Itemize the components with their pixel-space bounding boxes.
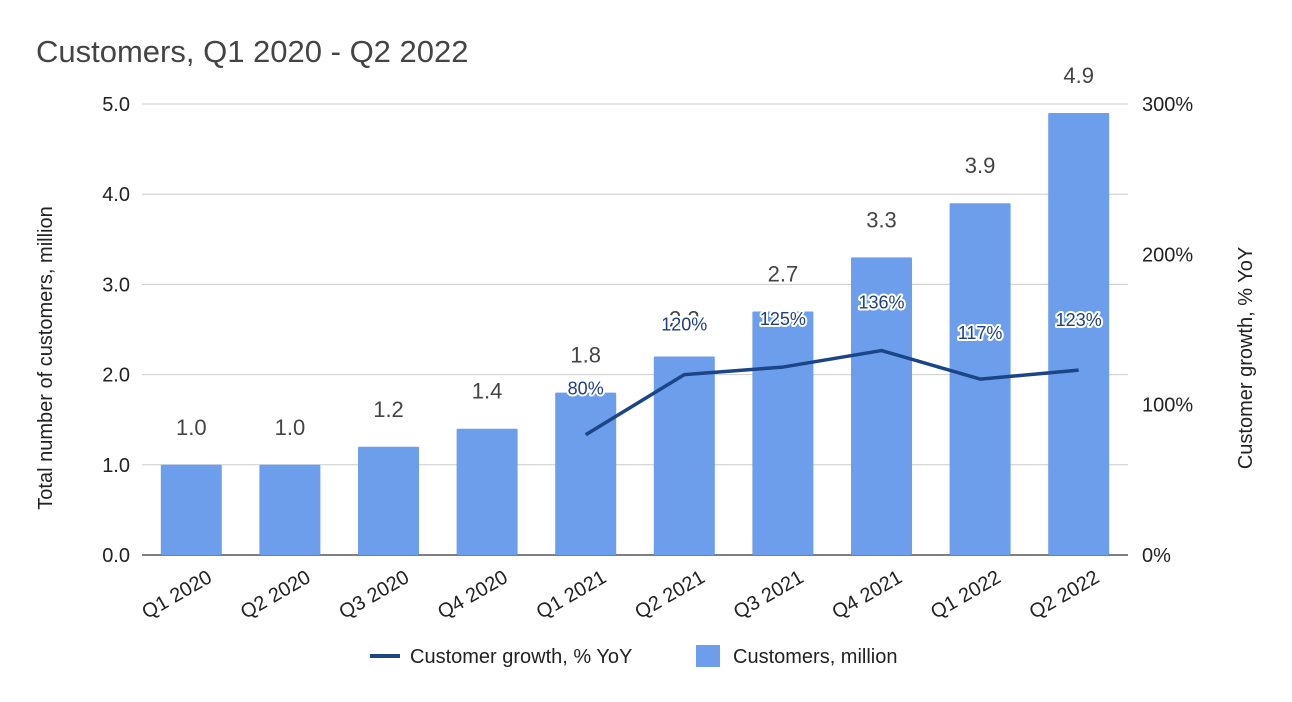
right-tick-label: 200% [1142,244,1193,266]
line-value-label: 136% [858,293,904,313]
line-value-label: 125% [760,309,806,329]
x-tick-label: Q4 2020 [434,566,511,623]
bar [1048,113,1110,556]
x-tick-label: Q1 2020 [138,566,215,623]
left-tick-label: 0.0 [102,545,130,567]
left-tick-label: 5.0 [102,94,130,116]
bar [653,356,715,555]
x-axis-ticks: Q1 2020 Q2 2020 Q3 2020 Q4 2020 Q1 2021 Q2 20… [138,566,1103,623]
x-tick-label: Q2 2022 [1026,566,1103,623]
x-tick-label: Q3 2020 [336,566,413,623]
right-axis-title: Customer growth, % YoY [1235,247,1257,469]
line-value-label: 120% [661,315,707,335]
bar-value-label: 1.0 [275,415,306,440]
left-tick-label: 1.0 [102,455,130,477]
bar [259,464,321,555]
bar-value-label: 2.2 [669,307,700,332]
growth-line [584,348,1079,437]
right-tick-label: 100% [1142,395,1193,417]
bar [358,446,419,555]
legend-label-customers: Customers, million [733,646,897,668]
bar-value-label: 2.7 [768,261,799,286]
bar [752,311,814,555]
left-axis-title: Total number of customers, million [35,206,57,509]
bar-value-label: 3.3 [866,207,897,232]
left-tick-label: 2.0 [102,365,130,387]
line-data-labels: 80% 120% 125% 136% 117% 123% [566,291,1104,401]
bar [555,392,617,555]
x-tick-label: Q1 2022 [927,566,1004,623]
bar-value-label: 1.4 [472,379,503,404]
left-axis-ticks: 0.0 1.0 2.0 3.0 4.0 5.0 [102,94,130,567]
right-tick-label: 300% [1142,94,1193,116]
chart-title: Customers, Q1 2020 - Q2 2022 [36,34,469,69]
left-tick-label: 3.0 [102,274,130,296]
bar-value-label: 1.8 [570,343,601,368]
legend-label-growth: Customer growth, % YoY [410,646,632,668]
x-tick-label: Q1 2021 [533,566,610,623]
bar-data-labels: 1.0 1.0 1.2 1.4 1.8 2.2 2.7 3.3 3.9 4.9 [176,63,1094,440]
x-tick-label: Q3 2021 [730,566,807,623]
bar [851,257,912,555]
x-tick-label: Q2 2020 [237,566,314,623]
bar-value-label: 4.9 [1063,63,1094,88]
line-value-label: 117% [958,323,1003,343]
bar [456,428,518,555]
line-series [584,348,1079,437]
legend: Customer growth, % YoY Customers, million [370,645,897,668]
line-value-label: 80% [568,379,604,399]
right-axis-ticks: 0% 100% 200% 300% [1142,94,1193,567]
bar-value-label: 3.9 [965,153,996,178]
bar [160,464,222,555]
bar-value-label: 1.2 [373,397,404,422]
legend-bar-swatch [696,645,720,667]
line-value-label: 123% [1056,310,1102,330]
bar-value-label: 1.0 [176,415,207,440]
left-tick-label: 4.0 [102,184,130,206]
bar-series [160,113,1110,556]
x-tick-label: Q2 2021 [631,566,708,623]
x-tick-label: Q4 2021 [829,566,906,623]
right-tick-label: 0% [1142,545,1171,567]
